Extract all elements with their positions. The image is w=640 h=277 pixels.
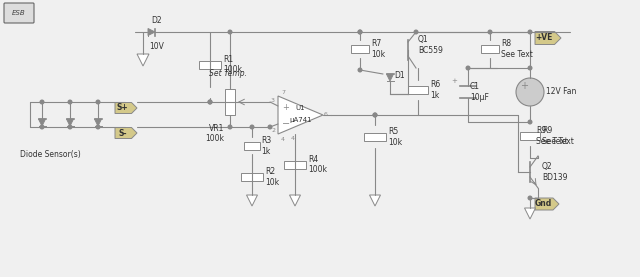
Circle shape [228, 125, 232, 129]
Bar [241, 173, 263, 181]
Polygon shape [278, 96, 323, 134]
Circle shape [96, 100, 100, 104]
Text: U1: U1 [296, 105, 305, 111]
Circle shape [516, 78, 544, 106]
Circle shape [40, 100, 44, 104]
Text: S+: S+ [117, 104, 129, 112]
Text: R1
100k: R1 100k [223, 55, 242, 74]
Text: R8
See Text: R8 See Text [501, 39, 533, 59]
Text: 10V: 10V [150, 42, 164, 51]
Polygon shape [289, 195, 301, 206]
FancyBboxPatch shape [4, 3, 34, 23]
Text: 6: 6 [324, 112, 328, 117]
Circle shape [488, 30, 492, 34]
Circle shape [40, 125, 44, 129]
Circle shape [68, 125, 72, 129]
Bar [408, 86, 428, 94]
Polygon shape [115, 102, 137, 114]
Polygon shape [535, 198, 559, 210]
Polygon shape [525, 208, 536, 219]
Text: +: + [451, 78, 457, 84]
Circle shape [414, 30, 418, 34]
Bar [520, 132, 540, 140]
Circle shape [466, 66, 470, 70]
Circle shape [358, 30, 362, 34]
Text: 4: 4 [291, 136, 295, 141]
Circle shape [228, 30, 232, 34]
Polygon shape [38, 119, 45, 126]
Text: R3
1k: R3 1k [261, 136, 271, 156]
Bar [225, 89, 235, 115]
Text: R9
See Text: R9 See Text [536, 126, 568, 146]
Polygon shape [369, 195, 381, 206]
Circle shape [208, 100, 212, 104]
Bar [199, 60, 221, 68]
Text: ESB: ESB [12, 10, 26, 16]
Text: 3: 3 [271, 98, 275, 102]
Bar [351, 45, 369, 53]
Circle shape [528, 196, 532, 200]
Bar [364, 133, 386, 141]
Text: Gnd: Gnd [535, 199, 552, 209]
Text: 4: 4 [281, 137, 285, 142]
Circle shape [373, 113, 377, 117]
Text: R7
10k: R7 10k [371, 39, 385, 59]
Text: Diode Sensor(s): Diode Sensor(s) [20, 150, 81, 160]
Text: Q1
BC559: Q1 BC559 [418, 35, 443, 55]
Text: R6
1k: R6 1k [430, 80, 440, 100]
Text: R9
See Text: R9 See Text [542, 126, 574, 146]
Circle shape [373, 113, 377, 117]
Text: Set Temp.: Set Temp. [209, 70, 247, 78]
Polygon shape [95, 119, 102, 126]
Bar [244, 142, 260, 150]
Text: 7: 7 [281, 90, 285, 95]
Text: R5
10k: R5 10k [388, 127, 402, 147]
Text: +: + [283, 102, 289, 112]
Circle shape [208, 100, 212, 104]
Circle shape [250, 125, 254, 129]
Polygon shape [115, 127, 137, 138]
Text: Q2
BD139: Q2 BD139 [542, 162, 568, 182]
Circle shape [358, 68, 362, 72]
Text: +: + [520, 81, 529, 91]
Circle shape [528, 30, 532, 34]
Polygon shape [148, 29, 155, 35]
Text: VR1
100k: VR1 100k [205, 124, 224, 143]
Text: D1: D1 [394, 71, 404, 81]
Bar [481, 45, 499, 53]
Circle shape [528, 120, 532, 124]
Circle shape [528, 66, 532, 70]
Text: R2
10k: R2 10k [265, 167, 279, 187]
Polygon shape [67, 119, 74, 126]
Text: +VE: +VE [536, 34, 553, 42]
Bar [284, 160, 306, 168]
Text: D2: D2 [152, 16, 163, 25]
Polygon shape [137, 54, 149, 66]
Text: μA741: μA741 [289, 117, 312, 123]
Polygon shape [387, 74, 394, 81]
Text: R4
100k: R4 100k [308, 155, 327, 174]
Text: C1
10μF: C1 10μF [470, 82, 489, 102]
Circle shape [358, 30, 362, 34]
Text: 2: 2 [271, 127, 275, 132]
Text: −: − [282, 119, 290, 129]
Polygon shape [246, 195, 257, 206]
Text: S-: S- [118, 129, 127, 137]
Circle shape [96, 125, 100, 129]
Circle shape [68, 100, 72, 104]
Polygon shape [535, 32, 561, 45]
Text: 12V Fan: 12V Fan [546, 88, 577, 96]
Circle shape [268, 125, 272, 129]
